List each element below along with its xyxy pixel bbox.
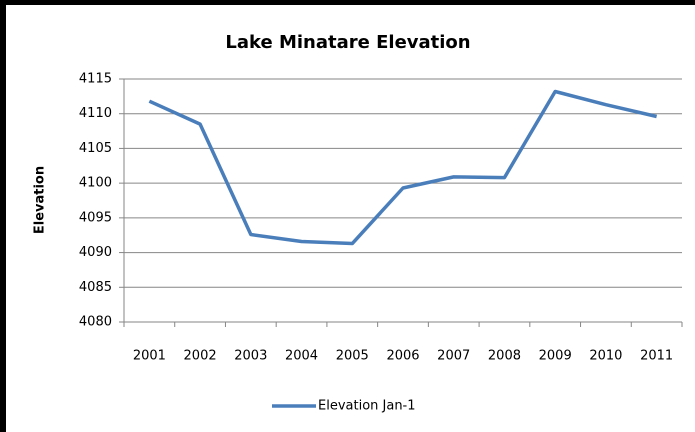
x-tick-label: 2004 bbox=[285, 349, 318, 364]
chart-title: Lake Minatare Elevation bbox=[225, 32, 470, 53]
x-tick-label: 2008 bbox=[488, 349, 521, 364]
x-tick-label: 2010 bbox=[589, 349, 622, 364]
y-tick-label: 4115 bbox=[79, 72, 112, 87]
y-tick-label: 4105 bbox=[79, 141, 112, 156]
y-tick-label: 4090 bbox=[79, 245, 112, 260]
y-tick-label: 4085 bbox=[79, 280, 112, 295]
x-tick-label: 2003 bbox=[234, 349, 267, 364]
series-line bbox=[148, 89, 658, 246]
chart-area bbox=[6, 5, 695, 432]
x-tick-label: 2007 bbox=[437, 349, 470, 364]
x-tick-label: 2002 bbox=[184, 349, 217, 364]
x-tick-label: 2005 bbox=[336, 349, 369, 364]
y-tick-label: 4080 bbox=[79, 315, 112, 330]
x-tick-label: 2001 bbox=[133, 349, 166, 364]
legend-label: Elevation Jan-1 bbox=[318, 399, 416, 414]
y-tick-label: 4100 bbox=[79, 176, 112, 191]
y-tick-label: 4110 bbox=[79, 106, 112, 121]
x-tick-label: 2011 bbox=[640, 349, 673, 364]
x-tick-label: 2009 bbox=[539, 349, 572, 364]
x-tick-label: 2006 bbox=[386, 349, 419, 364]
y-axis-label: Elevation bbox=[33, 166, 48, 234]
y-tick-label: 4095 bbox=[79, 210, 112, 225]
